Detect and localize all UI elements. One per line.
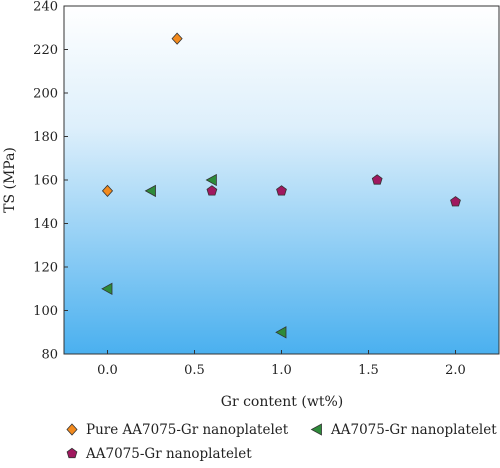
data-point-series-3 <box>206 185 218 196</box>
y-tick-label: 140 <box>33 217 58 232</box>
legend-marker-series-2 <box>310 423 322 436</box>
legend-label-series-3: AA7075-Gr nanoplatelet <box>85 446 252 462</box>
x-tick-label: 1.0 <box>271 363 292 378</box>
legend: Pure AA7075-Gr nanoplatelet AA7075-Gr nan… <box>66 422 497 462</box>
data-point-series-1 <box>101 184 114 197</box>
y-tick-label: 160 <box>33 174 58 189</box>
x-tick-label: 0.0 <box>97 363 118 378</box>
legend-label-series-2: AA7075-Gr nanoplatelet <box>330 422 497 438</box>
plot-area <box>64 6 499 354</box>
y-tick-label: 80 <box>41 348 58 363</box>
y-tick-label: 240 <box>33 0 58 15</box>
y-tick-label: 180 <box>33 130 58 145</box>
data-point-series-3 <box>276 185 287 196</box>
data-point-series-1 <box>171 32 183 45</box>
x-tick-label: 1.5 <box>358 363 379 378</box>
legend-marker-series-3 <box>66 447 78 459</box>
y-axis-label: TS (MPa) <box>2 147 18 213</box>
data-point-series-3 <box>371 174 383 185</box>
legend-marker-series-1 <box>66 423 78 436</box>
x-tick-label: 2.0 <box>445 363 466 378</box>
y-tick-label: 100 <box>33 304 58 319</box>
y-tick-label: 200 <box>33 87 58 102</box>
data-point-series-2 <box>275 326 287 339</box>
data-point-series-2 <box>205 173 217 187</box>
x-axis-label: Gr content (wt%) <box>221 394 343 410</box>
legend-label-series-1: Pure AA7075-Gr nanoplatelet <box>86 422 289 438</box>
x-tick-label: 0.5 <box>184 363 205 378</box>
data-point-series-2 <box>144 184 156 198</box>
y-tick-label: 220 <box>33 43 58 58</box>
data-point-series-3 <box>450 196 461 207</box>
data-point-series-2 <box>101 282 113 295</box>
y-tick-label: 120 <box>33 261 58 276</box>
